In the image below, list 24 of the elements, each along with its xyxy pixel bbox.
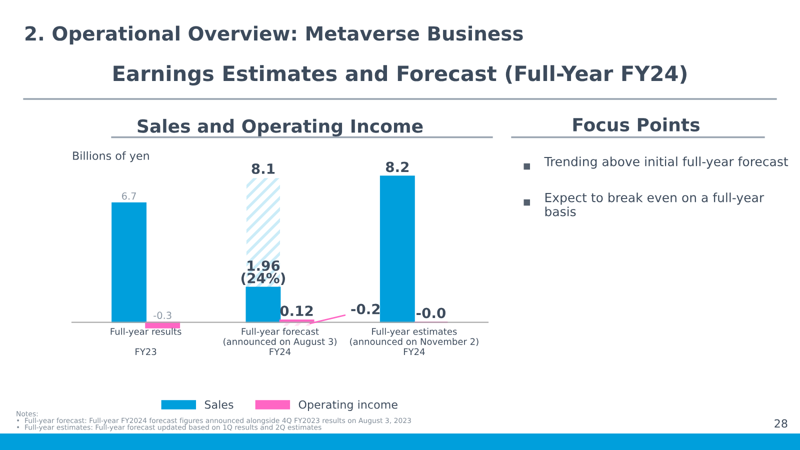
data-label: -0.2 (351, 304, 380, 314)
data-label: 8.2 (386, 162, 409, 172)
data-label: -0.0 (416, 308, 446, 318)
data-label: 1.96 (24%) (241, 260, 285, 285)
data-label: 8.1 (252, 163, 275, 174)
bar (246, 286, 281, 324)
text: 2. Operational Overview: Metaverse Business (26, 26, 523, 45)
category-label: Full-year results FY23 (110, 328, 182, 356)
text: Earnings Estimates and Forecast (Full-Year FY24) (114, 65, 686, 86)
x-tick-label: Full-year forecast (announced on August 3) FY24 (224, 328, 336, 355)
text: Focus Points (573, 118, 700, 132)
bar (380, 176, 415, 324)
text: Trending above initial full-year forecast (544, 156, 788, 169)
text: 28 (774, 419, 788, 428)
legend-label: Operating income (298, 400, 398, 411)
chart-title: Sales and Operating Income (138, 118, 423, 137)
bar (145, 322, 180, 328)
x-tick-label: Full-year estimates (announced on November 2) FY24 (350, 328, 478, 355)
data-label: 6.7 (122, 192, 136, 200)
bar (112, 202, 146, 324)
text: Expect to break even on a full-year basis (545, 192, 764, 216)
legend-label: Sales (204, 400, 234, 409)
y-axis-title: Billions of yen (73, 151, 149, 162)
data-label: -0.3 (154, 312, 172, 320)
